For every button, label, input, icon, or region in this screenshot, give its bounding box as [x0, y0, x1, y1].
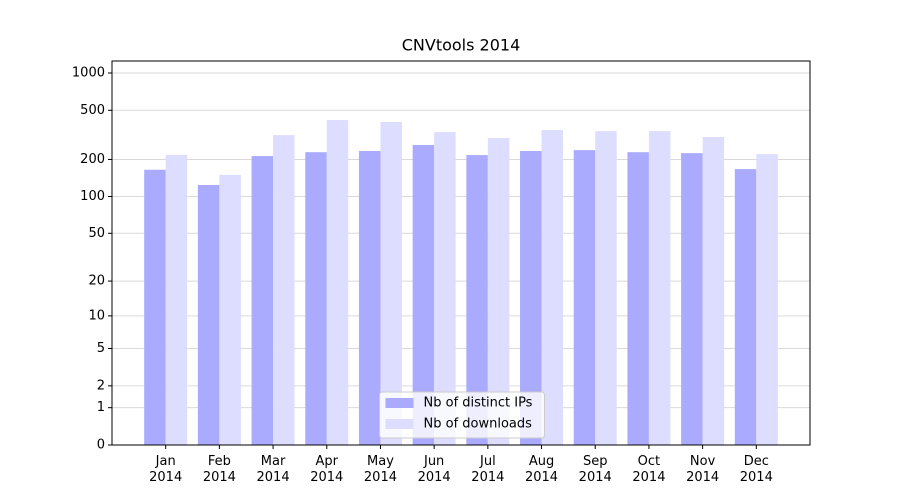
legend-box: [379, 391, 545, 439]
bar: [197, 185, 220, 445]
x-tick-label: Jan 2014: [149, 454, 182, 485]
y-tick-label: 1: [97, 400, 105, 415]
x-tick-label: Mar 2014: [257, 454, 290, 485]
bar: [412, 144, 435, 445]
bar: [681, 153, 703, 445]
bar: [702, 136, 725, 445]
x-tick-label: Nov 2014: [686, 454, 719, 485]
chart-title: CNVtools 2014: [402, 36, 521, 55]
x-tick-label: Dec 2014: [740, 454, 773, 485]
x-tick-label: May 2014: [364, 454, 397, 485]
x-tick-label: Sep 2014: [579, 454, 612, 485]
x-tick-label: Feb 2014: [203, 454, 236, 485]
bar: [541, 130, 564, 445]
bar: [251, 156, 274, 445]
bar: [756, 154, 778, 446]
bar: [734, 169, 757, 446]
y-tick-label: 100: [80, 189, 105, 204]
bar: [305, 152, 327, 446]
bar: [648, 131, 671, 446]
x-tick-label: Jul 2014: [471, 454, 504, 485]
bar: [165, 154, 188, 445]
legend-swatch: [385, 398, 414, 408]
x-tick-label: Aug 2014: [525, 454, 558, 485]
bar: [595, 131, 617, 446]
bar: [219, 174, 241, 445]
y-tick-label: 50: [88, 226, 105, 241]
y-tick-label: 2: [97, 378, 105, 393]
bar: [326, 120, 349, 445]
legend-swatch: [385, 419, 414, 429]
bar: [466, 155, 488, 445]
bar: [380, 121, 402, 446]
x-tick-label: Jun 2014: [418, 454, 451, 485]
x-tick-label: Apr 2014: [310, 454, 343, 485]
bar: [573, 150, 596, 445]
bar: [358, 151, 381, 445]
bar: [627, 152, 649, 446]
bar: [434, 132, 456, 445]
y-tick-label: 200: [80, 152, 105, 167]
y-tick-label: 10: [88, 308, 105, 323]
plot-frame: [111, 60, 811, 446]
y-tick-label: 500: [80, 103, 105, 118]
legend-label: Nb of downloads: [424, 417, 533, 432]
bar: [487, 138, 510, 446]
bar: [273, 135, 295, 445]
legend-label: Nb of distinct IPs: [424, 396, 533, 411]
x-tick-label: Oct 2014: [632, 454, 665, 485]
bar: [520, 151, 542, 445]
y-tick-label: 20: [88, 274, 105, 289]
y-tick-label: 5: [97, 341, 105, 356]
y-tick-label: 1000: [72, 66, 105, 81]
y-tick-label: 0: [97, 438, 105, 453]
bar: [144, 169, 166, 445]
